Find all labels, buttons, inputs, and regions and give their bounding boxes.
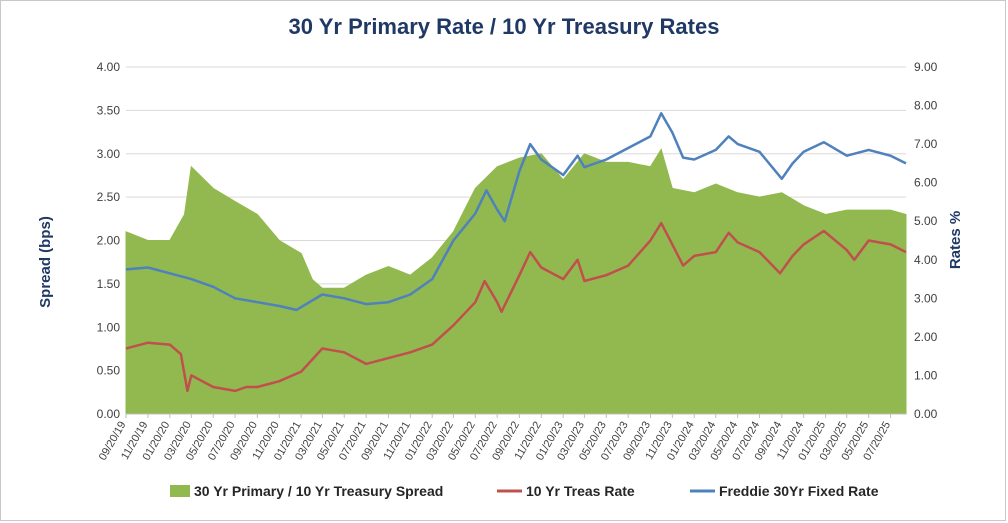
right-tick-label: 2.00	[914, 330, 938, 344]
right-tick-label: 3.00	[914, 291, 938, 305]
treasury-rate-line	[125, 221, 907, 393]
legend-swatch-spread	[170, 485, 190, 497]
left-tick-label: 2.00	[97, 234, 121, 248]
right-tick-label: 4.00	[914, 253, 938, 267]
x-axis-ticks: 09/20/1911/20/1901/20/2003/20/2005/20/20…	[97, 414, 893, 463]
left-tick-label: 1.00	[97, 320, 121, 334]
freddie-rate-line	[125, 112, 907, 312]
left-tick-label: 1.50	[97, 277, 121, 291]
left-axis-ticks: 0.00 0.50 1.00 1.50 2.00 2.50 3.00 3.50 4.00	[97, 60, 121, 421]
right-tick-label: 8.00	[914, 99, 938, 113]
right-tick-label: 1.00	[914, 368, 938, 382]
left-tick-label: 3.00	[97, 147, 121, 161]
left-tick-label: 2.50	[97, 190, 121, 204]
right-axis-label: Rates %	[947, 211, 964, 269]
right-tick-label: 5.00	[914, 214, 938, 228]
legend-label-treasury: 10 Yr Treas Rate	[526, 483, 635, 499]
left-tick-label: 0.50	[97, 364, 121, 378]
right-tick-label: 0.00	[914, 407, 938, 421]
right-axis-ticks: 0.00 1.00 2.00 3.00 4.00 5.00 6.00 7.00 8.00 9.00	[914, 60, 938, 421]
legend-label-spread: 30 Yr Primary / 10 Yr Treasury Spread	[194, 483, 443, 499]
right-tick-label: 7.00	[914, 137, 938, 151]
left-tick-label: 0.00	[97, 407, 121, 421]
chart-title: 30 Yr Primary Rate / 10 Yr Treasury Rate…	[289, 14, 720, 39]
right-tick-label: 6.00	[914, 176, 938, 190]
left-axis-label: Spread (bps)	[37, 216, 54, 308]
legend: 30 Yr Primary / 10 Yr Treasury Spread 10…	[170, 483, 879, 499]
left-tick-label: 3.50	[97, 103, 121, 117]
right-tick-label: 9.00	[914, 60, 938, 74]
legend-label-freddie: Freddie 30Yr Fixed Rate	[719, 483, 879, 499]
left-tick-label: 4.00	[97, 60, 121, 74]
plot-area	[125, 112, 907, 415]
